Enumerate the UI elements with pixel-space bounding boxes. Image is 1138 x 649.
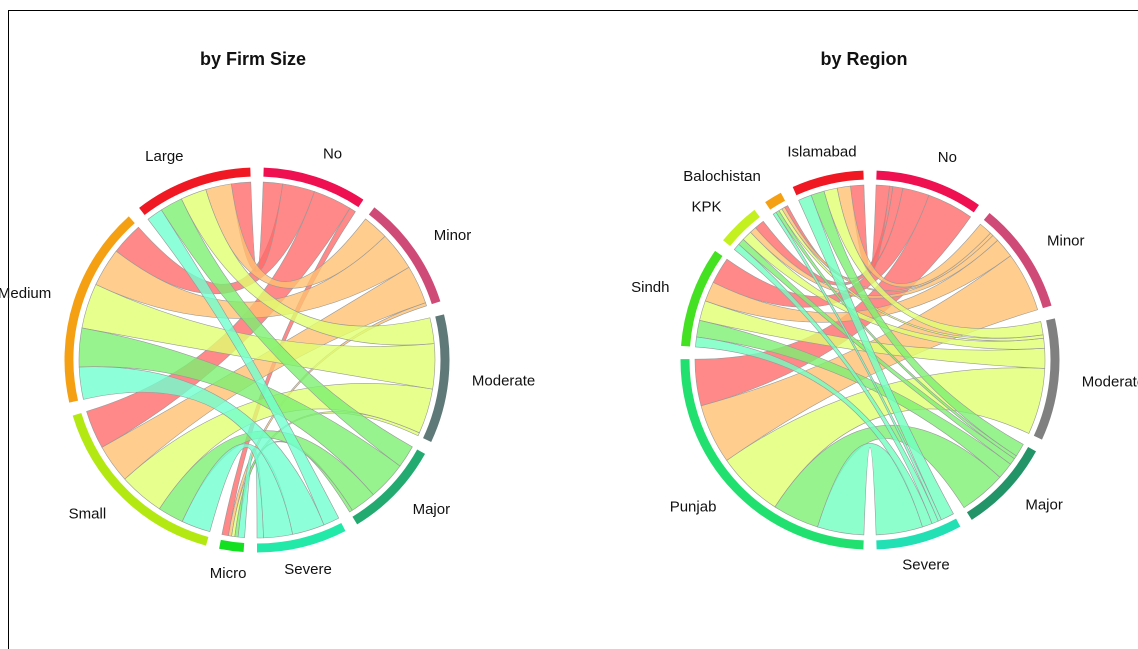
sector-label: Severe: [284, 561, 332, 578]
sector-label: Major: [413, 501, 451, 518]
sector-arc: [352, 449, 426, 525]
sector-arc: [876, 518, 961, 550]
sector-arc: [423, 314, 450, 442]
sector-arc: [219, 539, 245, 553]
sector-arc: [139, 167, 251, 215]
sector-label: Micro: [210, 565, 247, 582]
sector-label: Small: [69, 506, 107, 523]
ribbon: [147, 209, 340, 526]
sector-arc: [681, 250, 723, 347]
sector-arc: [765, 192, 786, 210]
sector-label: Islamabad: [787, 143, 856, 160]
sector-arc: [680, 359, 864, 550]
chart-title: by Firm Size: [200, 49, 306, 69]
ribbon: [181, 443, 294, 539]
sector-label: No: [938, 149, 957, 166]
sector-arc: [723, 209, 760, 247]
sector-arc: [792, 170, 864, 196]
ribbon: [695, 336, 933, 528]
sector-label: KPK: [691, 198, 721, 215]
sector-arc: [876, 170, 979, 213]
sector-arc: [263, 167, 364, 208]
sector-label: Medium: [0, 285, 51, 302]
sector-label: Balochistan: [683, 168, 761, 185]
sector-arc: [256, 522, 346, 553]
sector-label: Minor: [1047, 232, 1085, 249]
sector-arc: [983, 212, 1052, 309]
sector-label: Large: [145, 148, 183, 165]
sector-arc: [966, 447, 1037, 520]
sector-label: Moderate: [472, 373, 535, 390]
sector-label: Severe: [902, 556, 950, 573]
sector-arc: [72, 412, 209, 546]
ribbon: [817, 443, 923, 536]
sector-label: No: [323, 145, 342, 162]
sector-label: Minor: [434, 227, 472, 244]
sector-label: Moderate: [1082, 373, 1138, 390]
sector-arc: [368, 207, 441, 305]
ribbon: [772, 211, 942, 522]
sector-arc: [1033, 318, 1060, 440]
sector-arc: [64, 216, 135, 403]
sector-label: Sindh: [631, 279, 669, 296]
ribbon: [798, 194, 954, 521]
sector-label: Major: [1025, 497, 1063, 514]
ribbon: [733, 243, 939, 525]
chart-title: by Region: [820, 49, 907, 69]
sector-label: Punjab: [670, 499, 717, 516]
ribbon: [78, 366, 325, 535]
